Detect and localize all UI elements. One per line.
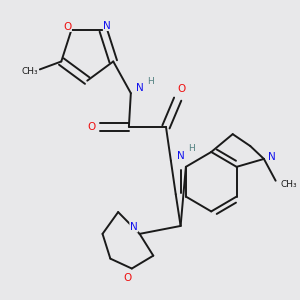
Text: H: H	[147, 77, 154, 86]
Text: O: O	[88, 122, 96, 132]
Text: O: O	[178, 84, 186, 94]
Text: N: N	[130, 222, 138, 232]
Text: N: N	[136, 83, 143, 93]
Text: H: H	[188, 144, 195, 153]
Text: O: O	[63, 22, 71, 32]
Text: N: N	[268, 152, 276, 162]
Text: CH₃: CH₃	[281, 180, 298, 189]
Text: N: N	[103, 20, 111, 31]
Text: O: O	[124, 274, 132, 284]
Text: CH₃: CH₃	[22, 67, 38, 76]
Text: N: N	[177, 151, 184, 160]
